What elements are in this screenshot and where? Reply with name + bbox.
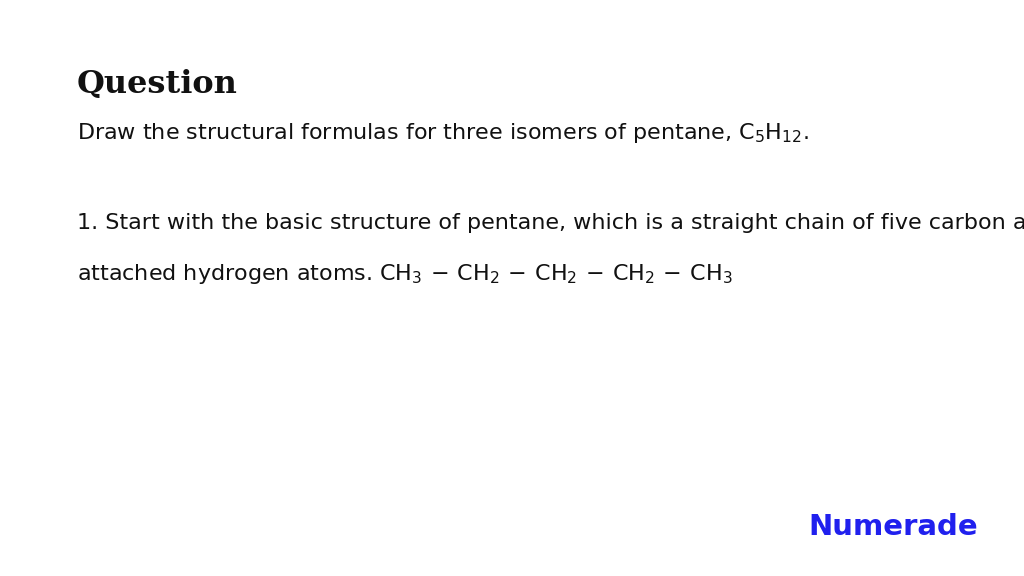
Text: 1. Start with the basic structure of pentane, which is a straight chain of five : 1. Start with the basic structure of pen… — [77, 213, 1024, 233]
Text: Draw the structural formulas for three isomers of pentane, $\mathrm{C_5H_{12}}$.: Draw the structural formulas for three i… — [77, 121, 809, 145]
Text: Question: Question — [77, 69, 238, 100]
Text: attached hydrogen atoms. $\mathrm{CH_3} \,-\, \mathrm{CH_2} \,-\, \mathrm{CH_2} : attached hydrogen atoms. $\mathrm{CH_3} … — [77, 262, 732, 286]
Text: Numerade: Numerade — [808, 513, 978, 541]
